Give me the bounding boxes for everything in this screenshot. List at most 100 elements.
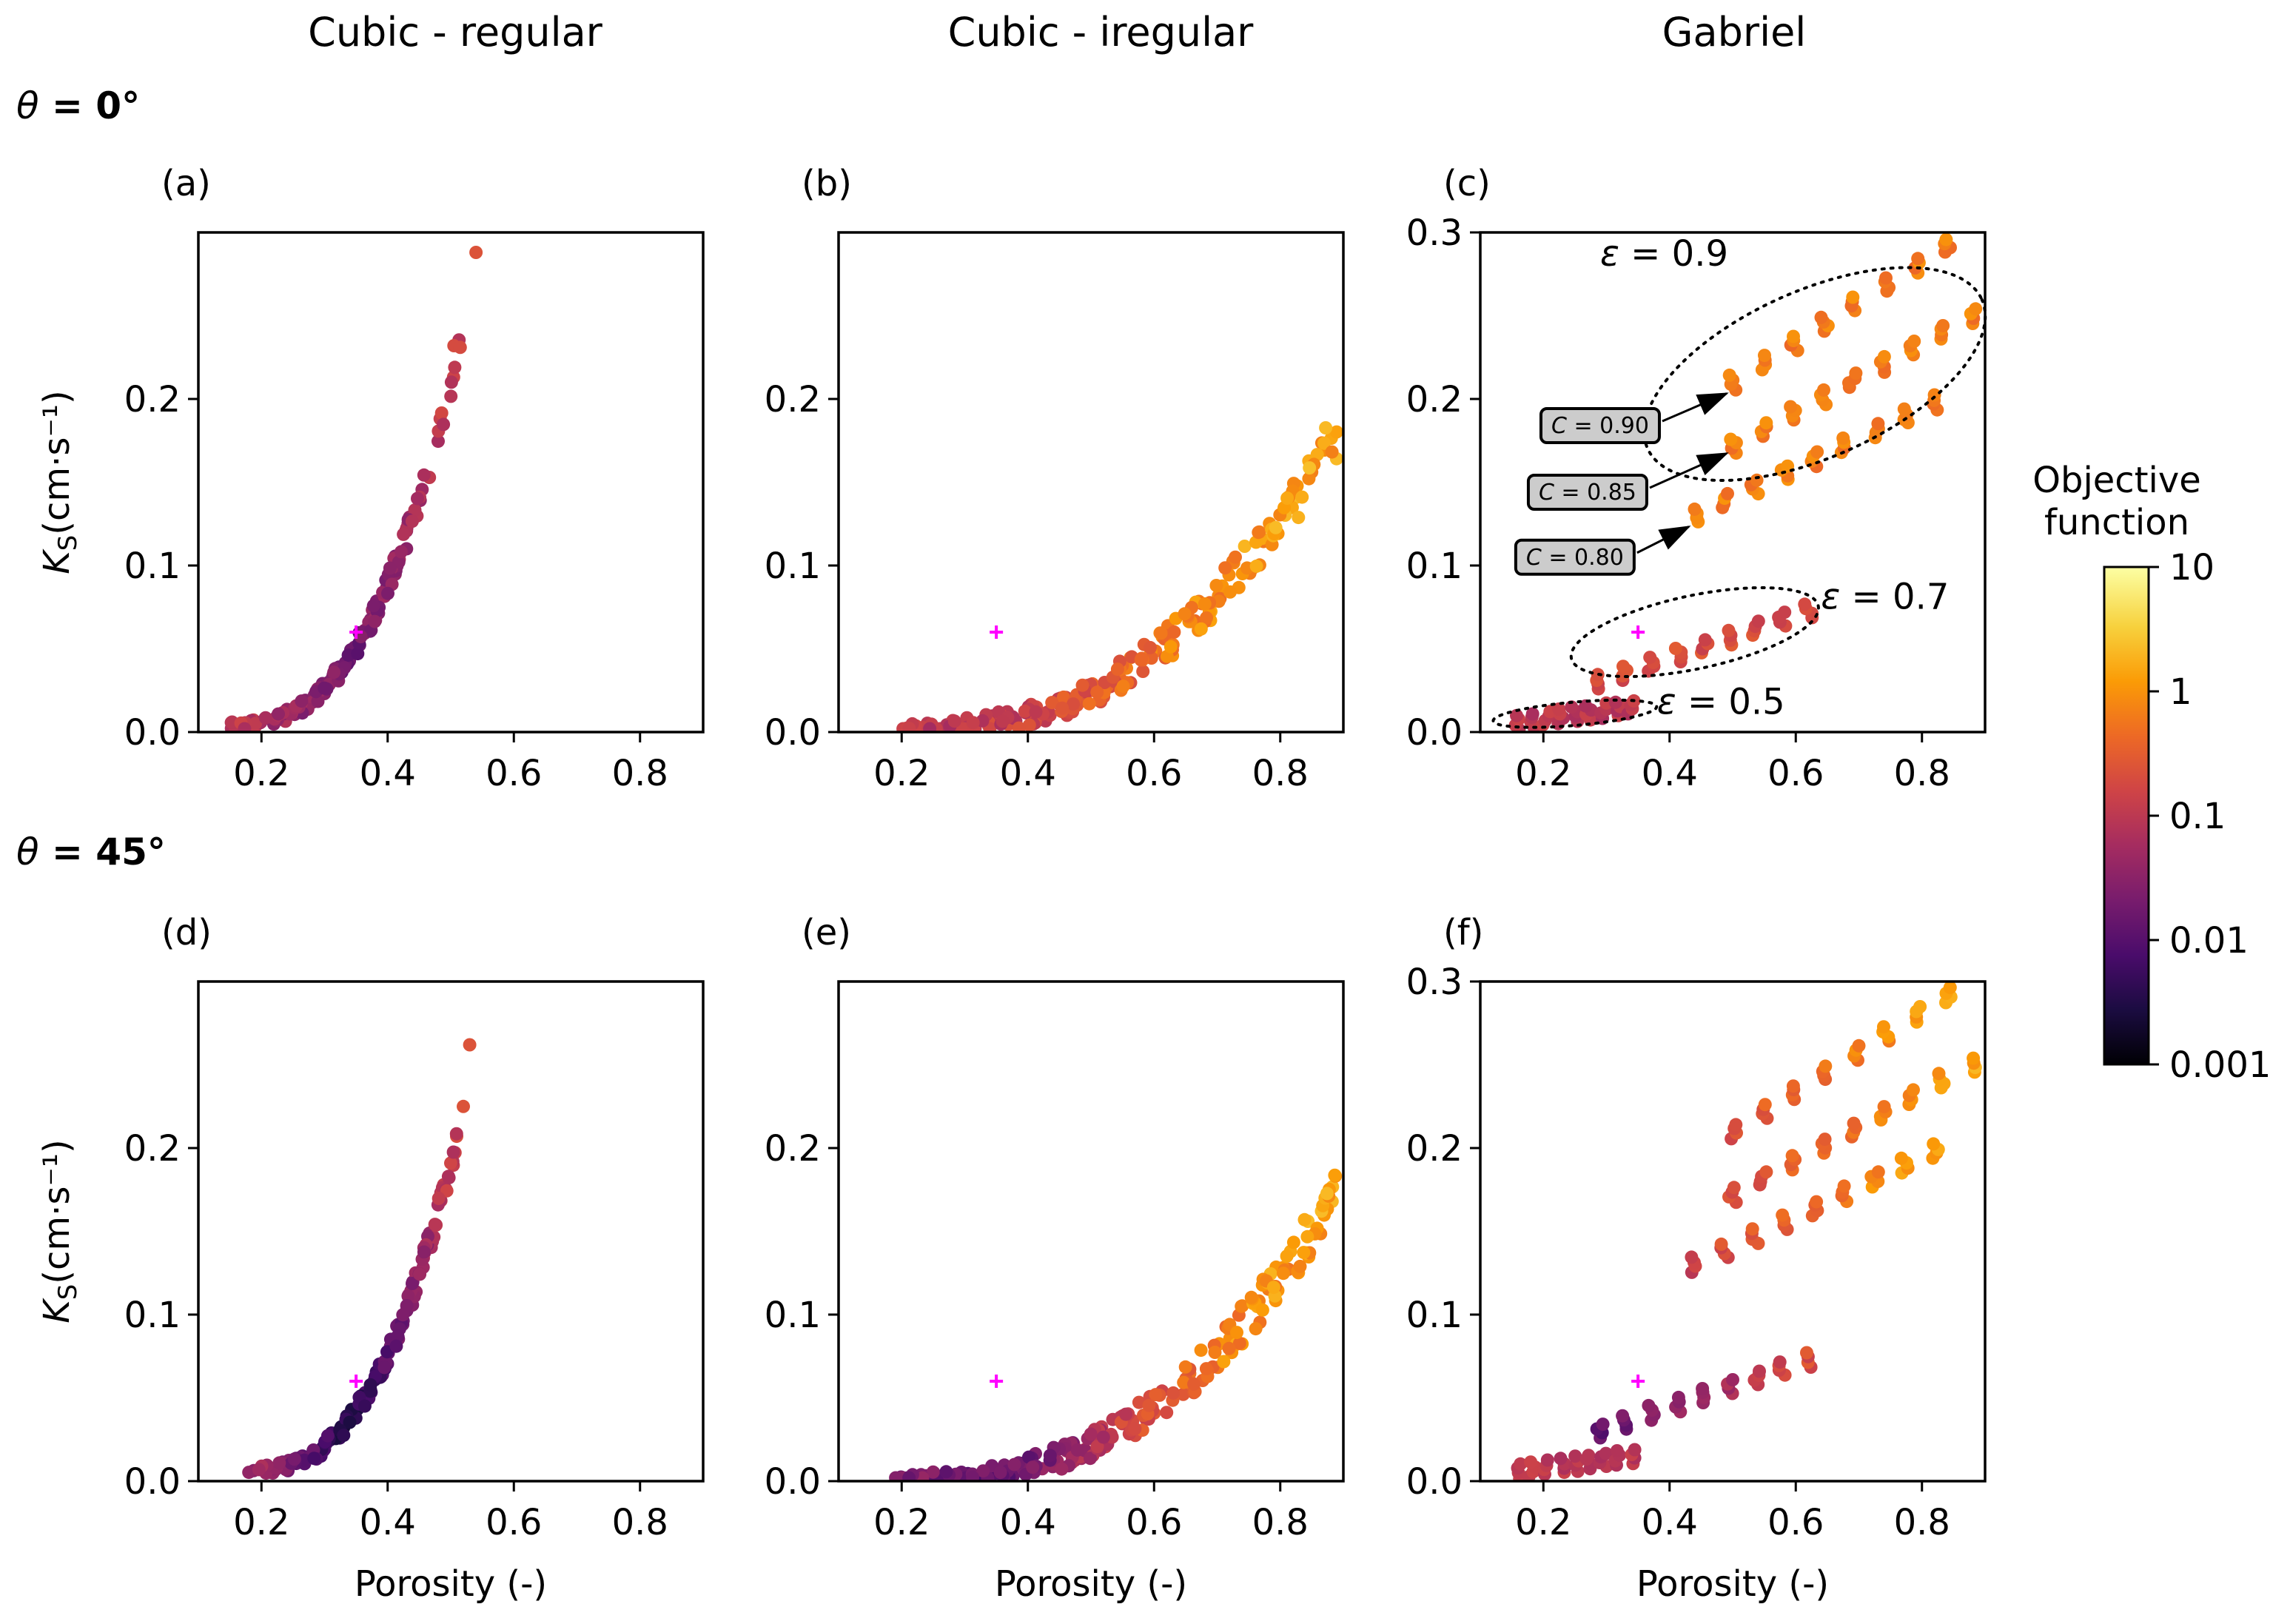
y-tick-label: 0.0 [1406,1461,1463,1503]
y-tick-label: 0.1 [1406,546,1463,587]
scatter-point [1628,1443,1642,1457]
scatter-point [1818,1133,1832,1147]
scatter-point [1729,1118,1743,1132]
scatter-point [1022,1450,1035,1464]
scatter-point [1178,1360,1192,1374]
y-tick-label: 0.2 [1406,379,1463,420]
scatter-point [1276,1266,1290,1281]
row-title-theta-0: θ = 0° [16,84,140,127]
x-tick-label: 0.6 [1767,753,1824,794]
scatter-point [343,1415,357,1429]
scatter-point [916,1471,930,1481]
scatter-point [1907,1083,1920,1097]
scatter-point [448,360,462,375]
x-tick-label: 0.4 [1642,753,1698,794]
scatter-point [1297,1212,1312,1227]
scatter-point [1913,1000,1927,1013]
x-tick-label: 0.6 [1126,753,1182,794]
y-tick-label: 0.2 [765,379,821,420]
scatter-point [1786,1079,1800,1093]
scatter-point [1668,642,1682,655]
plot-frame [1479,980,1987,1483]
scatter-point [1280,1249,1294,1264]
x-tick-label: 0.4 [360,753,416,794]
scatter-point [1877,1020,1890,1034]
true-value-marker [1631,1375,1645,1388]
scatter-point [1217,1355,1231,1369]
scatter-point [1164,640,1178,654]
scatter-point [411,491,424,506]
scatter-point [1773,1355,1787,1369]
scatter-point [1160,1406,1174,1420]
scatter-point [995,714,1010,728]
scatter-point [1244,1290,1258,1304]
scatter-point [1726,1373,1739,1386]
scatter-point [1252,526,1266,540]
x-tick-label: 0.8 [1894,1502,1950,1543]
panel-b: (b) 0.2 0.4 0.6 0.8 0.0 0.1 0.2 [765,163,1345,794]
c-coefficient-label: C = 0.80 [1514,526,1691,576]
scatter-point [351,647,365,661]
scatter-point [1936,319,1950,332]
scatter-point [363,1378,377,1392]
scatter-point [432,1192,446,1205]
x-tick-label: 0.2 [1515,753,1571,794]
scatter-point [446,1145,460,1159]
scatter-point [1751,614,1765,628]
scatter-point [1753,1364,1766,1378]
svg-text:C = 0.80: C = 0.80 [1526,545,1624,571]
x-tick-label: 0.4 [1000,753,1056,794]
scatter-point [1810,445,1824,459]
colorbar-title-line1: Objective [2032,460,2201,501]
y-tick-label: 0.1 [765,546,821,587]
scatter-point [1110,662,1124,677]
scatter-point [1043,1449,1057,1463]
scatter-point [1303,461,1317,475]
scatter-point [397,527,411,541]
scatter-point [1846,290,1860,304]
scatter-point [396,1308,410,1322]
y-tick-label: 0.0 [765,712,821,754]
scatter-point [1056,690,1070,704]
scatter-point [1582,1449,1596,1463]
plot-frame [1479,231,1987,734]
scatter-point [1927,388,1941,402]
scatter-point [249,717,263,731]
scatter-point [1007,1457,1021,1472]
scatter-point [366,599,380,613]
scatter-point [1849,366,1863,380]
scatter-point [1596,1417,1610,1432]
panel-c: (c) ε = 0.9 ε = 0.7 ε = 0.5 C = 0.90 C = 0.85… [1406,163,1987,794]
scatter-point [252,1463,266,1477]
panel-letter: (f) [1443,912,1483,953]
scatter-point [1810,1195,1824,1209]
x-tick-label: 0.2 [873,753,930,794]
scatter-point [1969,302,1983,316]
true-value-marker [349,1375,363,1388]
x-axis-label: Porosity (-) [995,1563,1187,1605]
scatter-point [457,1099,470,1113]
scatter-point [1222,1341,1236,1355]
scatter-point [238,722,252,732]
scatter-point [1540,1453,1554,1467]
scatter-point [1070,1443,1084,1457]
scatter-point [1758,349,1771,363]
theta-value: = 45° [39,831,166,873]
scatter-point [377,1360,392,1375]
scatter-points [224,246,483,732]
true-value-marker [349,625,363,639]
x-tick-label: 0.8 [612,753,668,794]
y-tick-label: 0.0 [124,712,181,754]
x-tick-label: 0.6 [486,753,542,794]
x-axis-label: Porosity (-) [355,1563,547,1605]
epsilon-label: ε = 0.5 [1657,681,1785,722]
scatter-point [1232,1336,1246,1350]
scatter-point [1525,707,1539,721]
scatter-point [966,716,980,730]
scatter-point [1784,400,1798,414]
scatter-point [1317,436,1331,450]
y-tick-label: 0.0 [124,1461,181,1503]
colorbar-tick-label: 0.01 [2169,920,2249,962]
scatter-point [1932,1067,1946,1081]
scatter-point [1514,1457,1528,1471]
